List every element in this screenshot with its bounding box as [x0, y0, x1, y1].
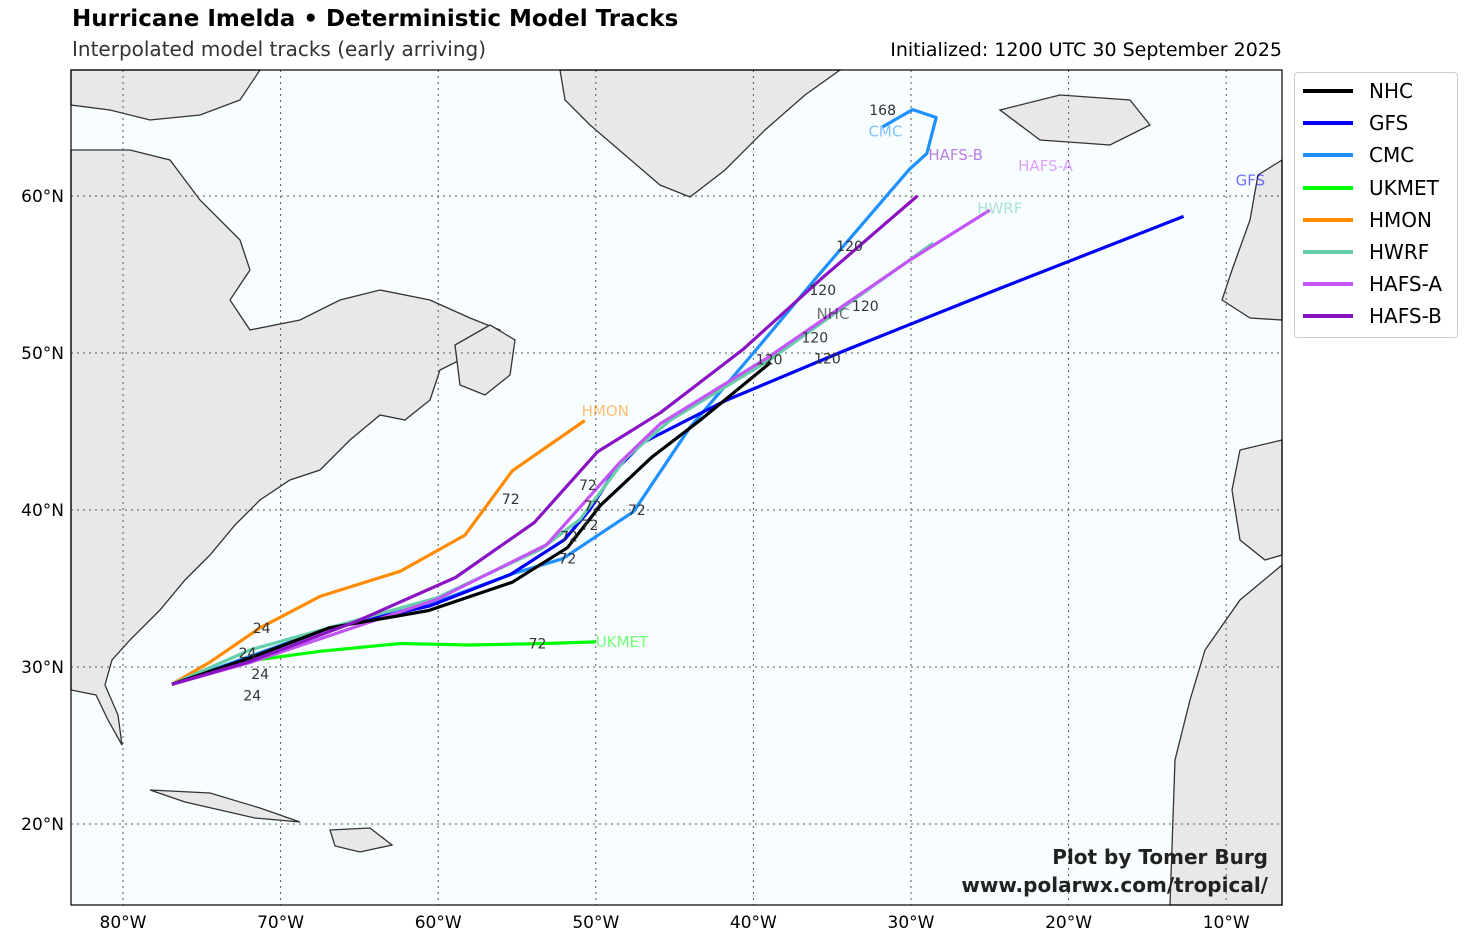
- y-tick-label: 60°N: [21, 187, 64, 207]
- legend-swatch: [1303, 185, 1353, 190]
- model-label-hmon: HMON: [582, 402, 629, 420]
- forecast-hour-label: 120: [852, 299, 879, 315]
- forecast-hour-label: 24: [251, 667, 269, 683]
- model-label-nhc: NHC: [816, 305, 849, 323]
- legend-label: CMC: [1369, 143, 1415, 168]
- gridlines: [71, 70, 1282, 905]
- legend-label: UKMET: [1369, 175, 1439, 200]
- x-tick-label: 50°W: [572, 913, 619, 933]
- chart-title: Hurricane Imelda • Deterministic Model T…: [72, 6, 679, 32]
- legend-swatch: [1303, 121, 1353, 126]
- legend-item-hafs-a: HAFS-A: [1303, 269, 1442, 299]
- legend-swatch: [1303, 250, 1353, 254]
- cuba: [149, 789, 301, 823]
- model-label-ukmet: UKMET: [596, 633, 649, 651]
- iceland: [998, 94, 1152, 146]
- legend-swatch: [1303, 153, 1353, 158]
- y-tick-label: 40°N: [21, 501, 64, 521]
- y-tick-label: 20°N: [21, 815, 64, 835]
- legend-item-ukmet: UKMET: [1303, 173, 1439, 203]
- legend-label: GFS: [1369, 111, 1409, 136]
- forecast-hour-label: 120: [814, 351, 841, 367]
- credit-author: Plot by Tomer Burg: [1052, 845, 1268, 869]
- forecast-hour-label: 168: [869, 103, 896, 119]
- legend-swatch: [1303, 314, 1353, 319]
- forecast-hour-label: 72: [579, 478, 597, 494]
- greenland: [559, 69, 843, 198]
- forecast-hour-label: 120: [756, 352, 783, 368]
- legend-label: HAFS-A: [1369, 272, 1443, 297]
- legend-swatch: [1303, 89, 1353, 93]
- legend-swatch: [1303, 217, 1353, 222]
- x-tick-label: 10°W: [1203, 913, 1250, 933]
- model-tracks: [171, 107, 1185, 686]
- legend-label: HMON: [1369, 207, 1432, 232]
- legend: NHC GFS CMC UKMET HMON HWRF HAFS-A HAFS-B: [1294, 72, 1458, 338]
- credit-url: www.polarwx.com/tropical/: [961, 873, 1268, 897]
- forecast-hour-label: 120: [801, 330, 828, 346]
- forecast-hour-label: 72: [584, 499, 602, 515]
- forecast-hour-label: 72: [529, 636, 547, 652]
- y-tick-label: 50°N: [21, 344, 64, 364]
- legend-item-gfs: GFS: [1303, 108, 1408, 138]
- forecast-hour-label: 24: [253, 621, 271, 637]
- legend-label: NHC: [1369, 79, 1413, 103]
- british-isles: [1221, 158, 1283, 321]
- forecast-hour-label: 120: [809, 283, 836, 299]
- x-tick-label: 30°W: [888, 913, 935, 933]
- x-tick-label: 60°W: [415, 913, 462, 933]
- newfoundland: [454, 324, 516, 396]
- forecast-hour-label: 72: [560, 530, 578, 546]
- y-tick-label: 30°N: [21, 658, 64, 678]
- axis-ticks: 80°W 70°W 60°W 50°W 40°W 30°W 20°W 10°W 20°N 30°N…: [21, 187, 1250, 933]
- x-tick-label: 20°W: [1045, 913, 1092, 933]
- land-masses: [70, 69, 1283, 906]
- legend-item-cmc: CMC: [1303, 140, 1414, 170]
- model-label-cmc: CMC: [868, 123, 902, 141]
- legend-swatch: [1303, 282, 1353, 287]
- track-labels: CMC HAFS-B HAFS-A GFS HWRF NHC HMON UKMET 24 24 24…: [239, 103, 1266, 705]
- track-hafs-a: [171, 208, 991, 686]
- model-label-hafs-b: HAFS-B: [928, 146, 983, 164]
- north-america: [70, 149, 502, 746]
- track-nhc: [171, 361, 772, 686]
- legend-item-hwrf: HWRF: [1303, 237, 1429, 267]
- forecast-hour-label: 24: [243, 689, 261, 705]
- track-hmon: [171, 419, 586, 686]
- map-frame: [70, 69, 1283, 906]
- legend-item-nhc: NHC: [1303, 76, 1413, 106]
- track-hwrf: [171, 241, 935, 686]
- legend-label: HWRF: [1369, 240, 1430, 264]
- track-hafs-b: [171, 194, 919, 686]
- forecast-hour-label: 72: [502, 492, 520, 508]
- x-tick-label: 40°W: [730, 913, 777, 933]
- forecast-hour-label: 24: [239, 646, 257, 662]
- model-label-gfs: GFS: [1236, 171, 1266, 189]
- chart-subtitle: Interpolated model tracks (early arrivin…: [72, 37, 487, 61]
- baffin-island: [70, 69, 262, 121]
- legend-item-hafs-b: HAFS-B: [1303, 301, 1442, 331]
- model-label-hwrf: HWRF: [977, 200, 1022, 218]
- forecast-hour-label: 120: [836, 239, 863, 255]
- x-tick-label: 80°W: [100, 913, 147, 933]
- hispaniola: [329, 827, 394, 853]
- forecast-hour-label: 72: [559, 552, 577, 568]
- legend-item-hmon: HMON: [1303, 205, 1432, 235]
- legend-label: HAFS-B: [1369, 304, 1442, 329]
- initialized-time: Initialized: 1200 UTC 30 September 2025: [890, 39, 1282, 61]
- model-label-hafs-a: HAFS-A: [1018, 157, 1074, 175]
- forecast-hour-label: 72: [628, 503, 646, 519]
- forecast-hour-label: 72: [581, 518, 599, 534]
- x-tick-label: 70°W: [257, 913, 304, 933]
